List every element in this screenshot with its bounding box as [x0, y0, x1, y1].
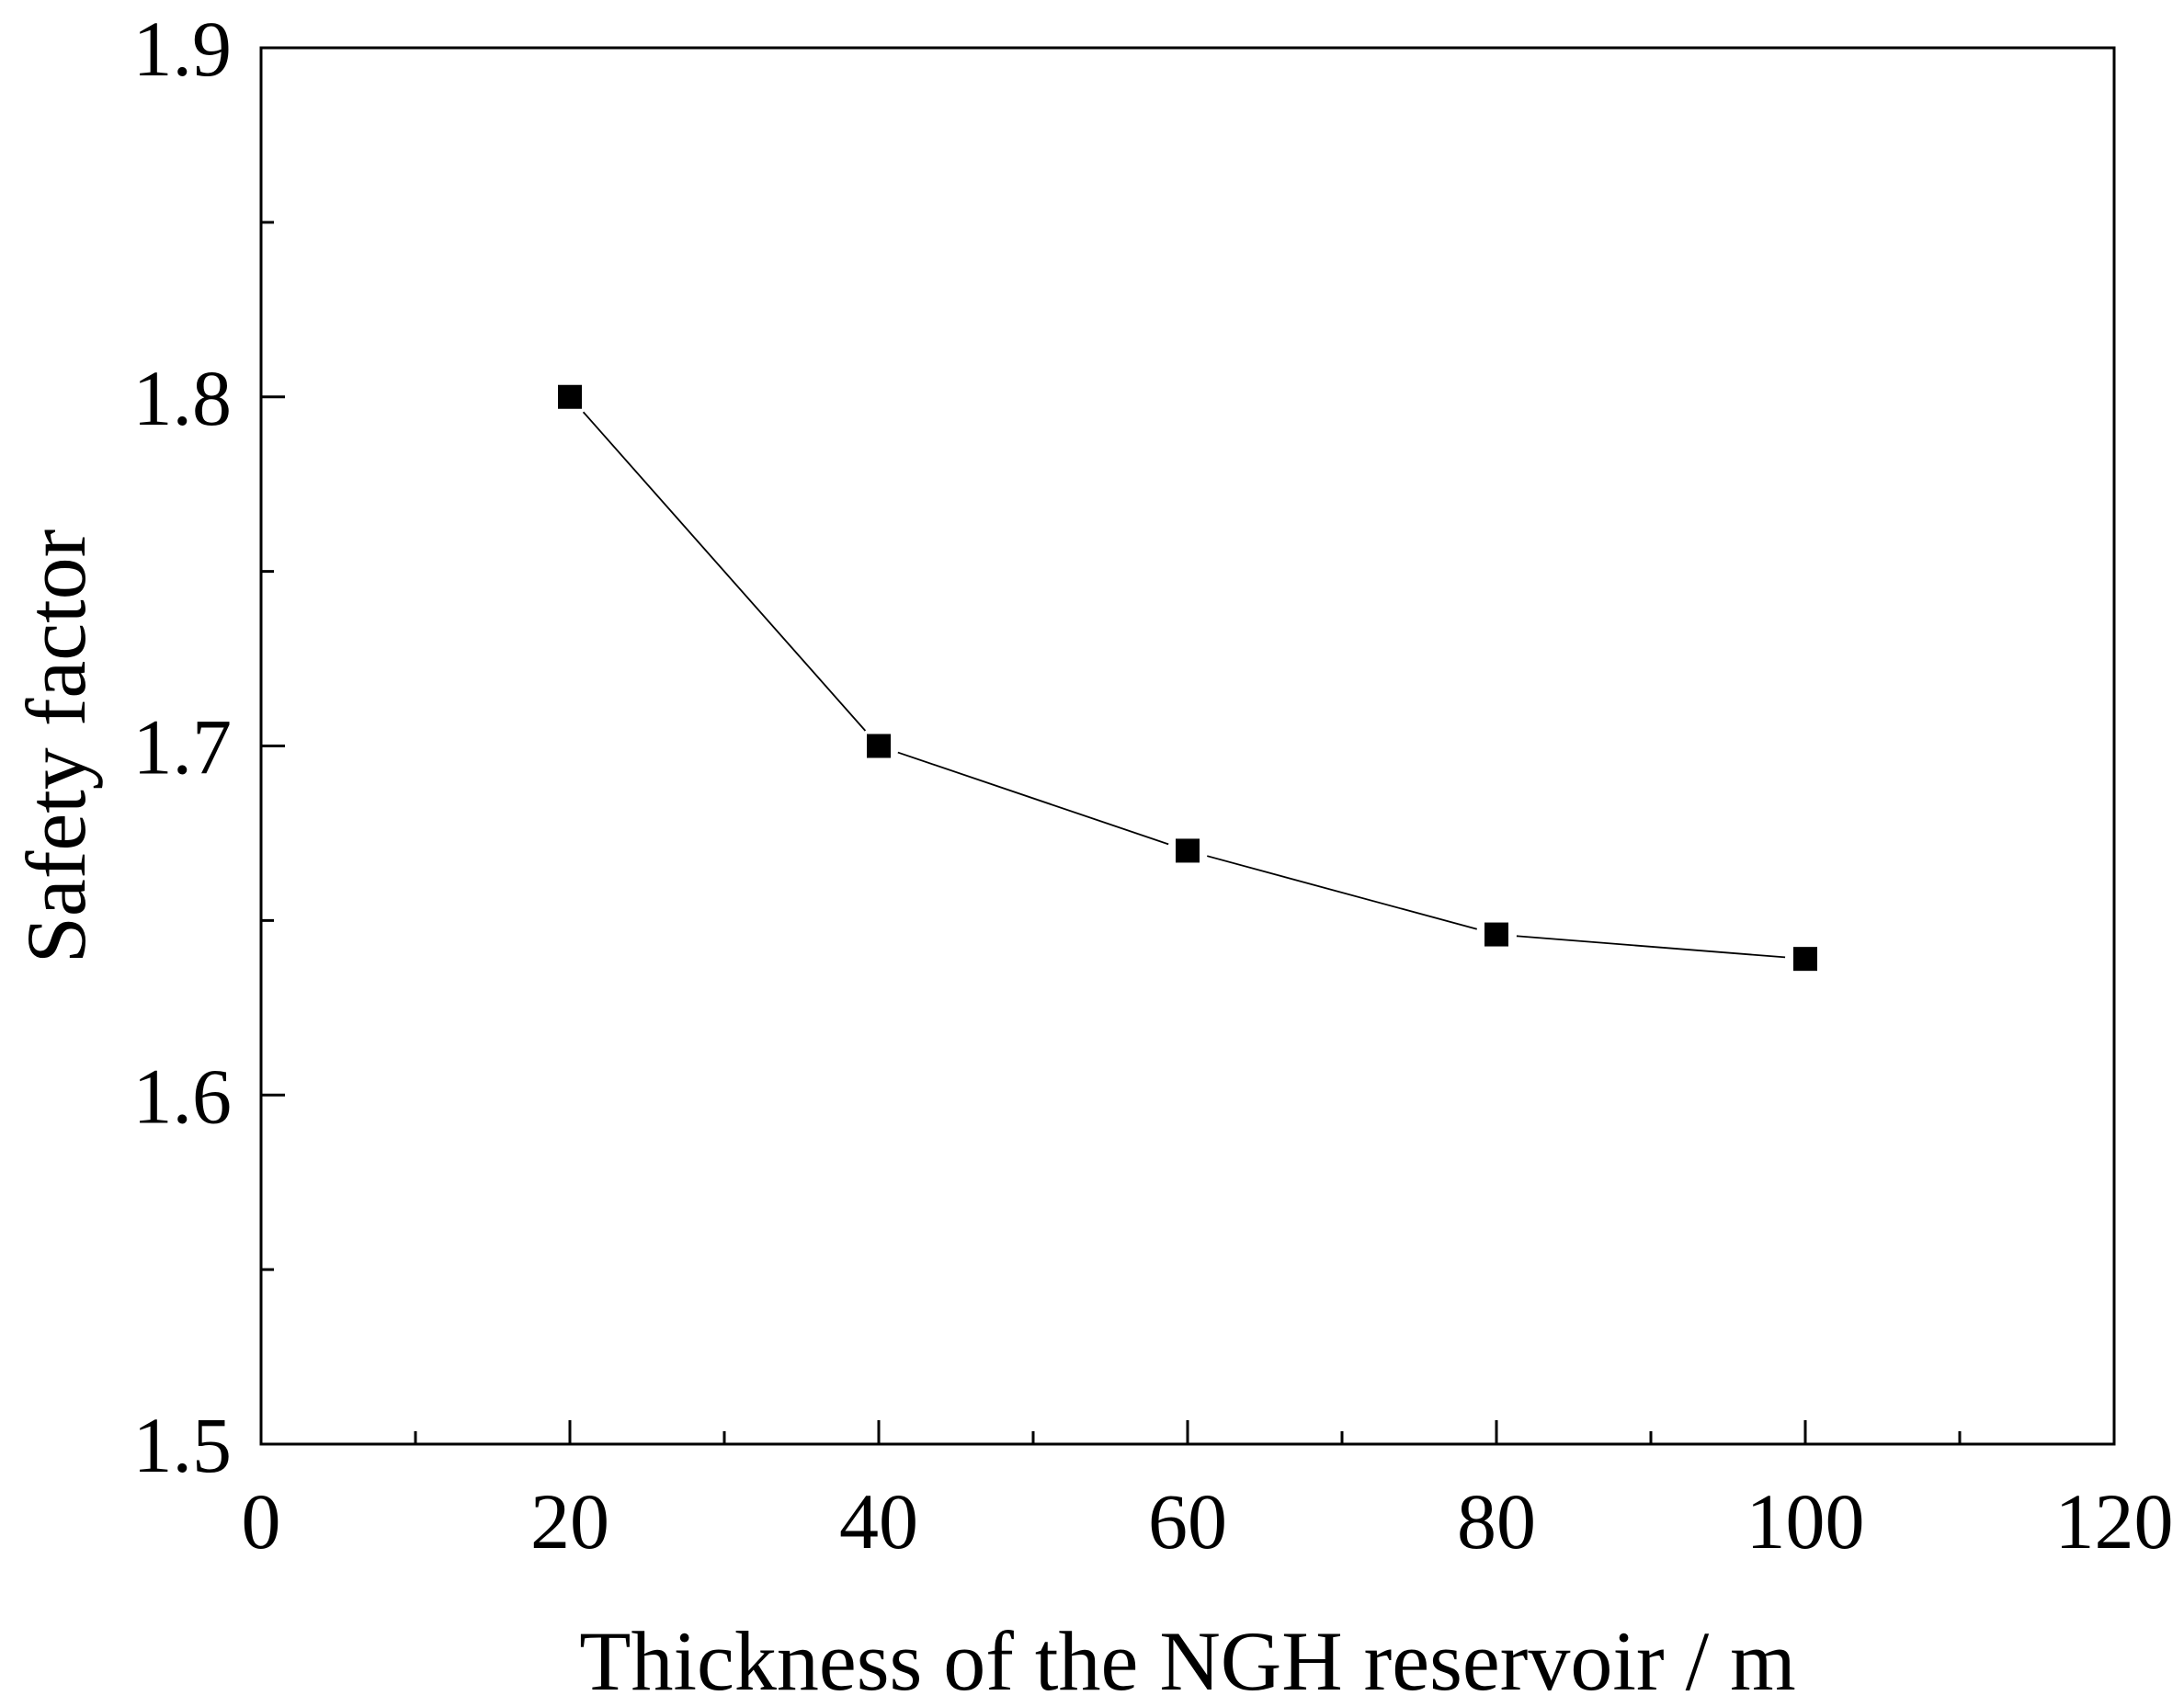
- x-tick-label: 0: [242, 1477, 281, 1565]
- series-line-segment: [1206, 855, 1478, 930]
- series-line-segment: [1516, 935, 1786, 959]
- y-tick-label: 1.6: [133, 1052, 233, 1140]
- x-tick-label: 60: [1148, 1477, 1227, 1565]
- series-markers: [558, 384, 1817, 972]
- data-point-marker: [867, 734, 891, 758]
- tick-labels: 0 20 40 60 80 100 120 1.5 1.6 1.7 1.8 1.9: [133, 5, 2174, 1565]
- series-line-segment: [582, 411, 867, 732]
- series-lines: [582, 411, 1786, 959]
- y-tick-label: 1.9: [133, 5, 233, 93]
- data-point-marker: [1793, 947, 1817, 972]
- x-axis-title: Thickness of the NGH reservoir / m: [579, 1614, 1795, 1702]
- x-tick-label: 100: [1746, 1477, 1865, 1565]
- series-line-segment: [897, 751, 1169, 846]
- x-tick-label: 20: [530, 1477, 609, 1565]
- data-point-marker: [558, 384, 582, 409]
- axis-ticks: [259, 46, 2116, 1446]
- data-point-marker: [1484, 922, 1508, 947]
- y-tick-label: 1.7: [133, 703, 233, 791]
- y-tick-label: 1.8: [133, 354, 233, 442]
- x-tick-label: 80: [1457, 1477, 1536, 1565]
- x-tick-label: 120: [2055, 1477, 2174, 1565]
- y-axis-title: Safety factor: [9, 529, 103, 964]
- plot-frame: [259, 46, 2116, 1446]
- data-point-marker: [1176, 838, 1200, 863]
- x-tick-label: 40: [839, 1477, 918, 1565]
- y-tick-label: 1.5: [133, 1401, 233, 1489]
